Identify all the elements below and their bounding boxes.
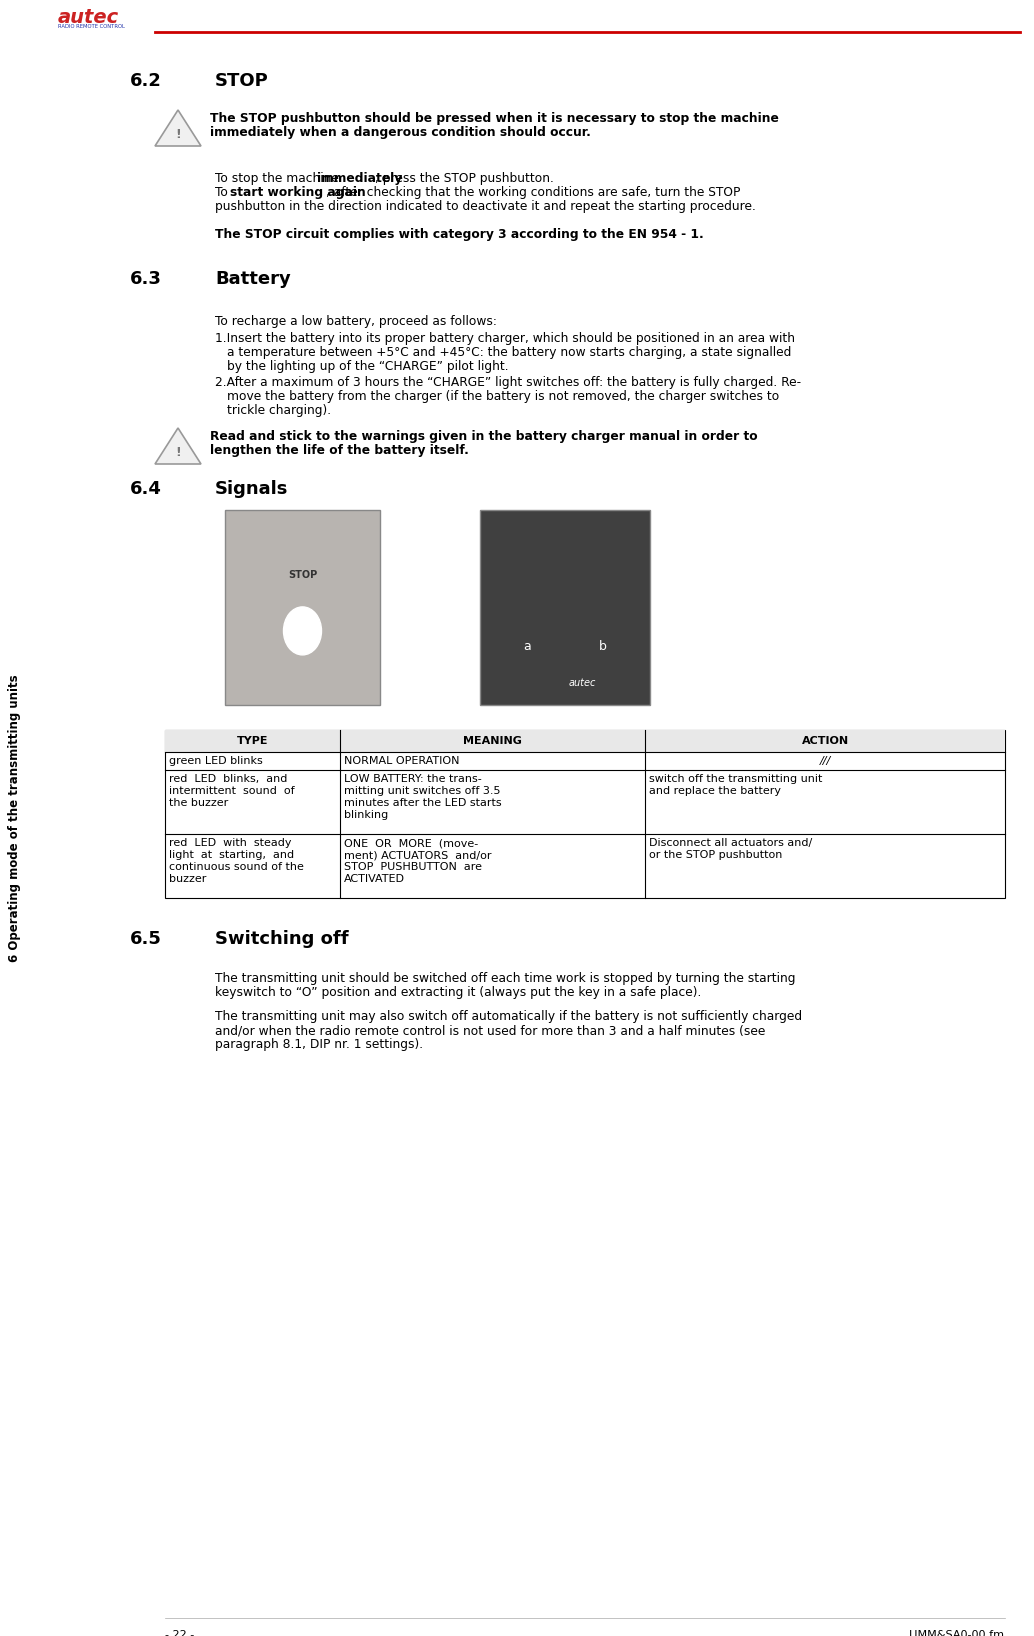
Ellipse shape bbox=[283, 607, 322, 654]
Text: 6 Operating mode of the transmitting units: 6 Operating mode of the transmitting uni… bbox=[8, 674, 22, 962]
Text: STOP: STOP bbox=[287, 571, 317, 581]
Text: and replace the battery: and replace the battery bbox=[649, 785, 781, 797]
Text: switch off the transmitting unit: switch off the transmitting unit bbox=[649, 774, 822, 784]
Text: NORMAL OPERATION: NORMAL OPERATION bbox=[344, 756, 459, 766]
Bar bbox=[165, 730, 1005, 898]
Text: red  LED  with  steady: red LED with steady bbox=[169, 838, 292, 847]
Text: by the lighting up of the “CHARGE” pilot light.: by the lighting up of the “CHARGE” pilot… bbox=[227, 360, 509, 373]
Text: move the battery from the charger (if the battery is not removed, the charger sw: move the battery from the charger (if th… bbox=[227, 389, 780, 402]
Text: mitting unit switches off 3.5: mitting unit switches off 3.5 bbox=[344, 785, 500, 797]
Text: immediately when a dangerous condition should occur.: immediately when a dangerous condition s… bbox=[210, 126, 590, 139]
Text: The transmitting unit should be switched off each time work is stopped by turnin: The transmitting unit should be switched… bbox=[215, 972, 795, 985]
Text: ///: /// bbox=[819, 756, 830, 766]
Text: The STOP pushbutton should be pressed when it is necessary to stop the machine: The STOP pushbutton should be pressed wh… bbox=[210, 111, 779, 124]
Text: LIMM&SA0-00.fm: LIMM&SA0-00.fm bbox=[909, 1629, 1005, 1636]
Text: 6.5: 6.5 bbox=[130, 929, 162, 947]
Text: blinking: blinking bbox=[344, 810, 388, 820]
Text: ACTION: ACTION bbox=[801, 736, 849, 746]
Text: LOW BATTERY: the trans-: LOW BATTERY: the trans- bbox=[344, 774, 482, 784]
Text: STOP: STOP bbox=[215, 72, 269, 90]
Text: , after checking that the working conditions are safe, turn the STOP: , after checking that the working condit… bbox=[326, 187, 740, 200]
Text: light  at  starting,  and: light at starting, and bbox=[169, 851, 294, 861]
Text: a: a bbox=[524, 640, 531, 653]
Text: ment) ACTUATORS  and/or: ment) ACTUATORS and/or bbox=[344, 851, 491, 861]
Polygon shape bbox=[155, 110, 201, 146]
Text: start working again: start working again bbox=[230, 187, 366, 200]
Bar bbox=[165, 730, 1005, 753]
Text: ACTIVATED: ACTIVATED bbox=[344, 874, 405, 883]
Text: Disconnect all actuators and/: Disconnect all actuators and/ bbox=[649, 838, 813, 847]
Text: To: To bbox=[215, 187, 232, 200]
Text: - 22 -: - 22 - bbox=[165, 1629, 194, 1636]
Text: !: ! bbox=[175, 445, 181, 458]
Text: 6.2: 6.2 bbox=[130, 72, 162, 90]
Text: minutes after the LED starts: minutes after the LED starts bbox=[344, 798, 501, 808]
Text: pushbutton in the direction indicated to deactivate it and repeat the starting p: pushbutton in the direction indicated to… bbox=[215, 200, 756, 213]
Text: Battery: Battery bbox=[215, 270, 291, 288]
Text: 2.After a maximum of 3 hours the “CHARGE” light switches off: the battery is ful: 2.After a maximum of 3 hours the “CHARGE… bbox=[215, 376, 801, 389]
Text: intermittent  sound  of: intermittent sound of bbox=[169, 785, 295, 797]
Text: b: b bbox=[599, 640, 606, 653]
Polygon shape bbox=[155, 429, 201, 465]
Text: RADIO REMOTE CONTROL: RADIO REMOTE CONTROL bbox=[58, 25, 125, 29]
Text: ONE  OR  MORE  (move-: ONE OR MORE (move- bbox=[344, 838, 479, 847]
Text: Signals: Signals bbox=[215, 479, 288, 497]
Text: the buzzer: the buzzer bbox=[169, 798, 229, 808]
Text: autec: autec bbox=[58, 8, 119, 28]
Text: STOP  PUSHBUTTON  are: STOP PUSHBUTTON are bbox=[344, 862, 482, 872]
Text: The STOP circuit complies with category 3 according to the EN 954 - 1.: The STOP circuit complies with category … bbox=[215, 227, 704, 240]
Text: 6.4: 6.4 bbox=[130, 479, 162, 497]
Text: Switching off: Switching off bbox=[215, 929, 348, 947]
Text: continuous sound of the: continuous sound of the bbox=[169, 862, 304, 872]
Text: 1.Insert the battery into its proper battery charger, which should be positioned: 1.Insert the battery into its proper bat… bbox=[215, 332, 795, 345]
Text: red  LED  blinks,  and: red LED blinks, and bbox=[169, 774, 287, 784]
Text: paragraph 8.1, DIP nr. 1 settings).: paragraph 8.1, DIP nr. 1 settings). bbox=[215, 1037, 423, 1050]
Text: lengthen the life of the battery itself.: lengthen the life of the battery itself. bbox=[210, 443, 468, 456]
Text: a temperature between +5°C and +45°C: the battery now starts charging, a state s: a temperature between +5°C and +45°C: th… bbox=[227, 345, 791, 358]
Text: autec: autec bbox=[569, 677, 596, 687]
Text: and/or when the radio remote control is not used for more than 3 and a half minu: and/or when the radio remote control is … bbox=[215, 1024, 765, 1037]
Text: green LED blinks: green LED blinks bbox=[169, 756, 263, 766]
Text: immediately: immediately bbox=[317, 172, 402, 185]
Text: The transmitting unit may also switch off automatically if the battery is not su: The transmitting unit may also switch of… bbox=[215, 1009, 802, 1022]
Text: , press the STOP pushbutton.: , press the STOP pushbutton. bbox=[375, 172, 554, 185]
Text: !: ! bbox=[175, 128, 181, 141]
Text: To recharge a low battery, proceed as follows:: To recharge a low battery, proceed as fo… bbox=[215, 316, 497, 327]
Bar bbox=[480, 510, 650, 705]
Text: keyswitch to “O” position and extracting it (always put the key in a safe place): keyswitch to “O” position and extracting… bbox=[215, 987, 701, 1000]
Text: buzzer: buzzer bbox=[169, 874, 207, 883]
Text: Read and stick to the warnings given in the battery charger manual in order to: Read and stick to the warnings given in … bbox=[210, 430, 758, 443]
Text: 6.3: 6.3 bbox=[130, 270, 162, 288]
Bar bbox=[225, 510, 381, 705]
Text: TYPE: TYPE bbox=[237, 736, 268, 746]
Text: To stop the machine: To stop the machine bbox=[215, 172, 342, 185]
Text: trickle charging).: trickle charging). bbox=[227, 404, 331, 417]
Text: MEANING: MEANING bbox=[463, 736, 522, 746]
Text: or the STOP pushbutton: or the STOP pushbutton bbox=[649, 851, 783, 861]
